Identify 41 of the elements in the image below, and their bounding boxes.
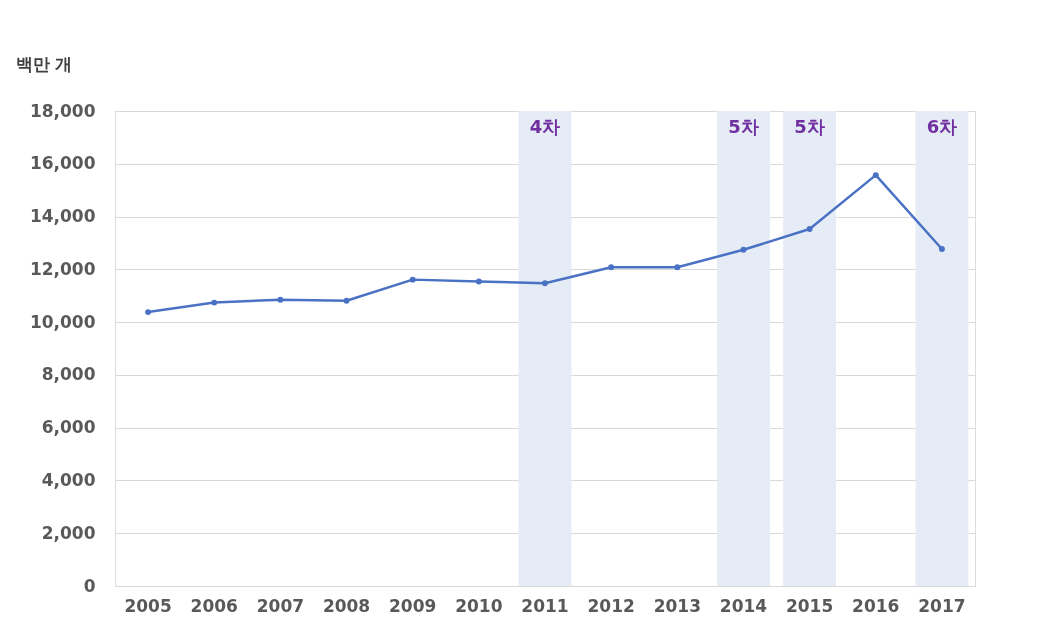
y-tick-label: 18,000 [29,100,96,121]
x-tick-label: 2017 [918,595,966,616]
y-tick-label: 6,000 [41,417,96,438]
point [608,264,615,271]
x-tick-label: 2011 [521,595,569,616]
point [343,297,350,304]
point [277,296,284,303]
point [872,172,879,179]
y-tick-label: 8,000 [41,364,96,385]
point [806,226,813,232]
point [938,246,945,252]
y-tick-label: 2,000 [41,522,96,543]
y-axis-title: 백만 개 [15,53,73,74]
x-tick-label: 2012 [587,595,635,616]
x-tick-label: 2009 [389,595,437,616]
x-tick-label: 2008 [322,595,371,616]
band-label: 5차 [728,116,759,137]
y-tick-label: 14,000 [29,206,96,227]
band-label: 4차 [529,116,561,137]
point [211,299,218,306]
x-tick-label: 2007 [256,595,305,616]
x-tick-label: 2005 [124,595,172,616]
band-label: 6차 [926,116,958,137]
x-tick-label: 2015 [785,595,834,616]
x-tick-label: 2013 [653,595,701,616]
x-tick-label: 2006 [190,595,238,616]
point [145,309,152,316]
y-tick-label: 10,000 [29,311,96,332]
y-tick-label: 4,000 [41,469,96,490]
point [542,280,548,287]
y-tick-label: 12,000 [29,258,96,279]
y-tick-label: 16,000 [29,153,96,174]
x-tick-label: 2014 [719,595,768,616]
y-tick-label: 0 [83,575,96,596]
band-label: 5차 [794,116,825,137]
point [740,246,747,253]
point [674,264,681,271]
point [475,278,482,285]
x-tick-label: 2016 [852,595,900,616]
point [409,276,416,283]
x-tick-label: 2010 [455,595,503,616]
